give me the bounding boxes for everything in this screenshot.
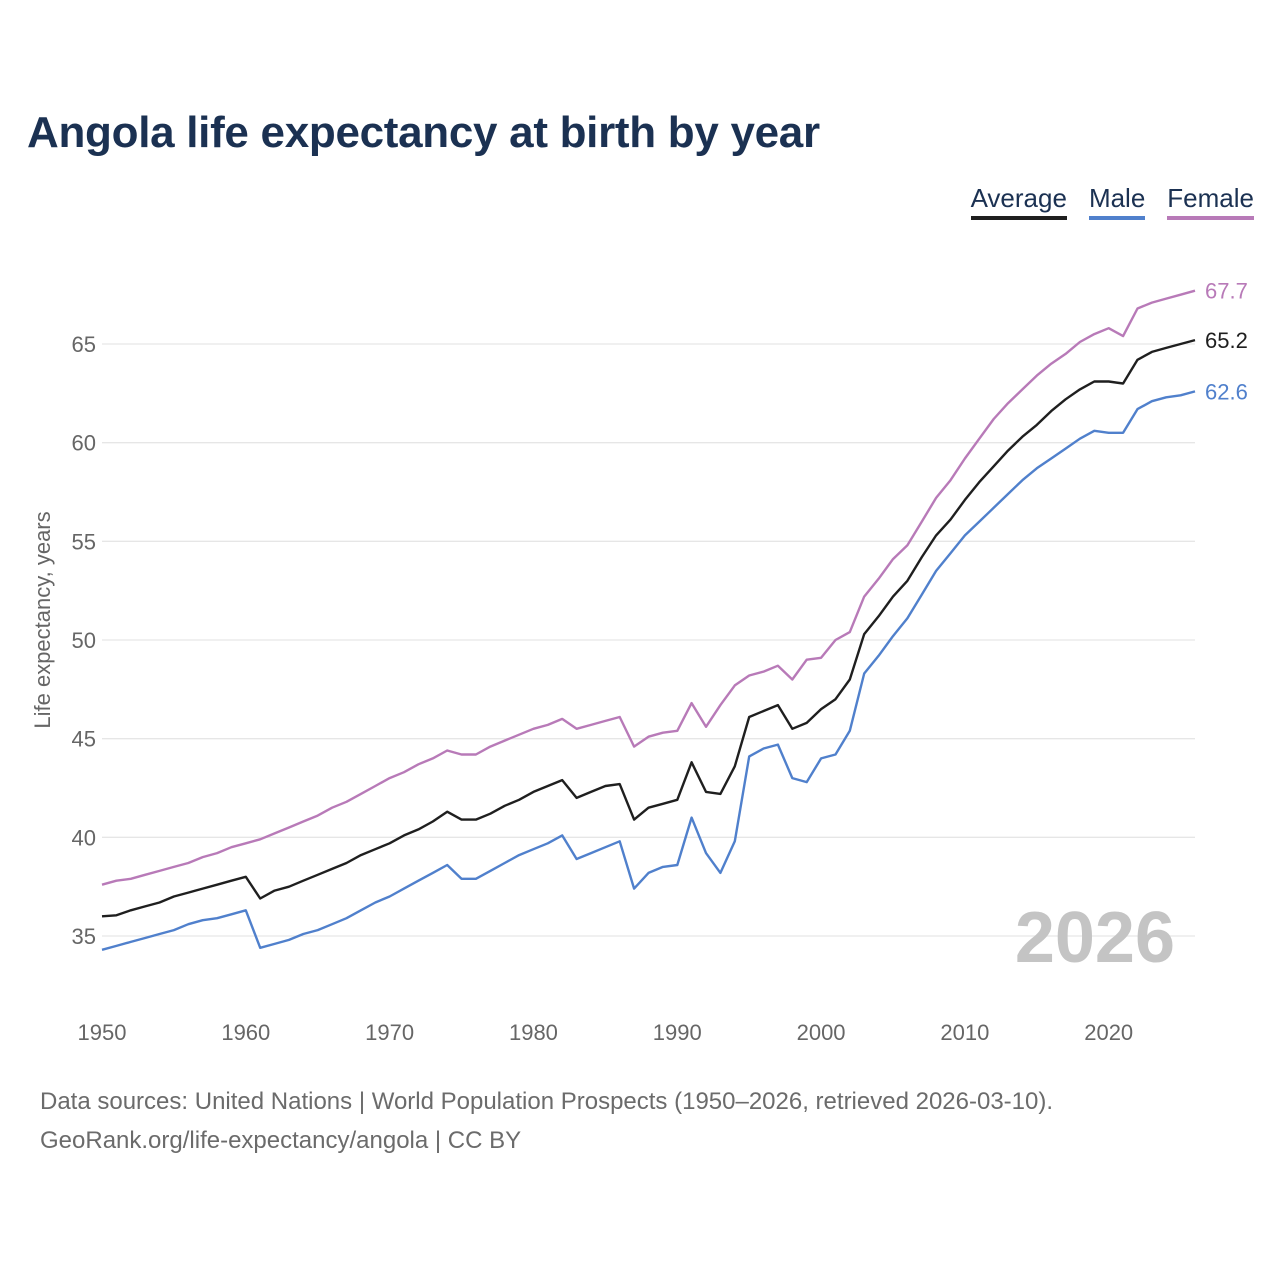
y-tick-label: 40 [72, 825, 96, 850]
x-tick-label: 1960 [221, 1020, 270, 1045]
credit-link[interactable]: GeoRank.org/life-expectancy/angola | CC … [40, 1127, 522, 1154]
x-tick-label: 2020 [1084, 1020, 1133, 1045]
series-line-average [101, 338, 1196, 918]
y-tick-label: 55 [72, 529, 96, 554]
data-sources-note: Data sources: United Nations | World Pop… [40, 1088, 1054, 1115]
x-tick-label: 2010 [940, 1020, 989, 1045]
y-tick-label: 50 [72, 628, 96, 653]
legend: Average Male Female [970, 183, 1254, 220]
end-label-female: 67.7 [1205, 279, 1248, 304]
y-axis-label: Life expectancy, years [30, 511, 55, 728]
legend-item-female[interactable]: Female [1167, 183, 1254, 220]
y-tick-label: 45 [72, 727, 96, 752]
x-tick-label: 2000 [797, 1020, 846, 1045]
y-tick-label: 60 [72, 431, 96, 456]
year-watermark: 2026 [1015, 898, 1175, 978]
y-tick-label: 65 [72, 332, 96, 357]
end-label-male: 62.6 [1205, 379, 1248, 404]
y-tick-label: 35 [72, 924, 96, 949]
legend-item-male[interactable]: Male [1088, 183, 1146, 220]
x-tick-label: 1950 [78, 1020, 127, 1045]
x-tick-label: 1990 [653, 1020, 702, 1045]
legend-item-average[interactable]: Average [970, 183, 1067, 220]
chart-title: Angola life expectancy at birth by year [27, 108, 820, 157]
x-tick-label: 1980 [509, 1020, 558, 1045]
series-line-male [101, 390, 1196, 951]
x-tick-label: 1970 [365, 1020, 414, 1045]
end-label-average: 65.2 [1205, 328, 1248, 353]
series-line-female [101, 289, 1196, 886]
